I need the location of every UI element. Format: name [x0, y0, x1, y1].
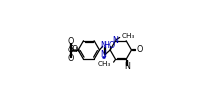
Text: O: O — [71, 46, 78, 54]
Text: N: N — [112, 36, 118, 45]
Text: O: O — [68, 54, 74, 63]
Text: CH₃: CH₃ — [97, 61, 111, 67]
Text: N: N — [101, 50, 107, 59]
Text: N: N — [124, 62, 130, 71]
Text: O: O — [136, 46, 143, 54]
Text: N: N — [101, 41, 107, 50]
Text: CH₃: CH₃ — [68, 47, 81, 53]
Text: S: S — [68, 46, 74, 54]
Text: CH₃: CH₃ — [122, 33, 135, 39]
Text: O: O — [68, 37, 74, 46]
Text: HO: HO — [104, 40, 116, 50]
